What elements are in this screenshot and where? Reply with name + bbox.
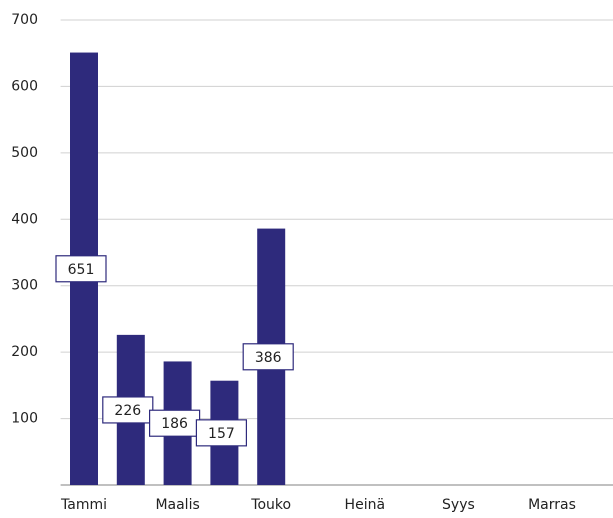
y-tick-label: 600 bbox=[11, 78, 38, 94]
x-tick-label: Tammi bbox=[60, 497, 107, 513]
y-tick-label: 300 bbox=[11, 278, 38, 294]
x-tick-label: Maalis bbox=[155, 497, 199, 513]
x-tick-label: Touko bbox=[250, 497, 291, 513]
data-label: 157 bbox=[208, 426, 235, 442]
y-tick-label: 200 bbox=[11, 344, 38, 360]
data-label-box bbox=[195, 419, 247, 447]
y-tick-label: 500 bbox=[11, 145, 38, 161]
data-label: 651 bbox=[68, 262, 95, 278]
y-tick-label: 700 bbox=[11, 12, 38, 28]
data-label: 186 bbox=[161, 416, 188, 432]
data-label-box bbox=[55, 255, 107, 283]
x-tick-label: Syys bbox=[442, 497, 475, 513]
data-label-box bbox=[242, 343, 294, 371]
y-tick-label: 100 bbox=[11, 411, 38, 427]
data-label-box bbox=[149, 409, 201, 437]
data-label: 386 bbox=[255, 350, 282, 366]
x-tick-label: Heinä bbox=[345, 497, 385, 513]
data-label-box bbox=[102, 396, 154, 424]
data-label: 226 bbox=[114, 403, 141, 419]
y-tick-label: 400 bbox=[11, 211, 38, 227]
x-tick-label: Marras bbox=[528, 497, 576, 513]
